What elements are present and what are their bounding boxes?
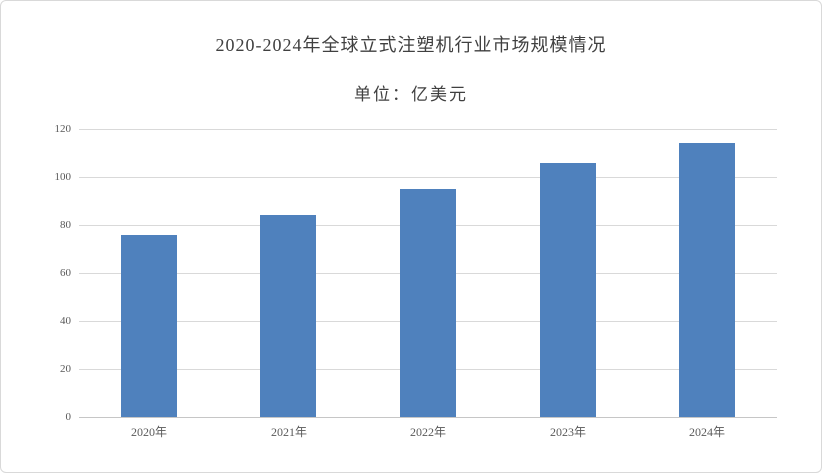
y-axis-tick-label: 120 (54, 123, 72, 135)
bar-2020年 (121, 235, 177, 417)
x-axis-tick-label: 2020年 (130, 425, 167, 439)
y-axis-tick-label: 20 (60, 363, 71, 375)
y-axis-tick-label: 0 (65, 411, 72, 423)
y-axis-tick-label: 100 (54, 171, 72, 183)
x-axis-tick-label: 2023年 (549, 425, 586, 439)
x-axis-tick-label: 2022年 (409, 425, 446, 439)
y-gridline (79, 177, 777, 178)
x-axis-line (79, 417, 777, 418)
y-axis-tick-label: 80 (60, 219, 71, 231)
bar-2024年 (679, 143, 735, 417)
x-axis-tick-label: 2024年 (688, 425, 725, 439)
bar-2023年 (540, 163, 596, 417)
y-axis-tick-label: 40 (60, 315, 71, 327)
chart-title: 2020-2024年全球立式注塑机行业市场规模情况 (215, 35, 607, 55)
bar-2022年 (400, 189, 456, 417)
y-axis-tick-label: 60 (60, 267, 71, 279)
bar-2021年 (260, 215, 316, 417)
chart-subtitle: 单位：亿美元 (354, 85, 468, 104)
y-gridline (79, 129, 777, 130)
x-axis-tick-label: 2021年 (270, 425, 307, 439)
